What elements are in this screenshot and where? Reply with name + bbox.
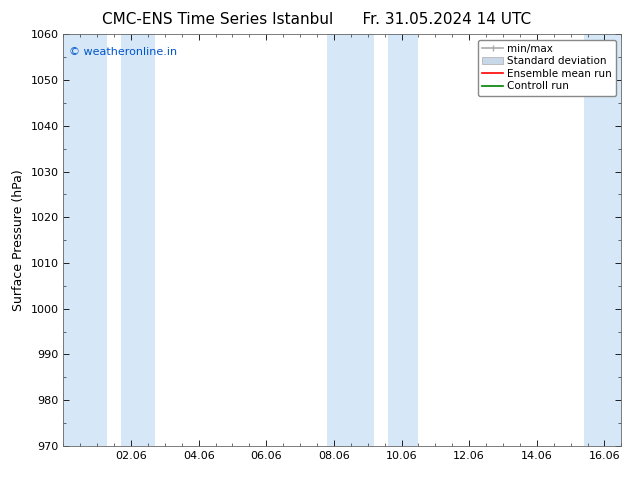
- Bar: [584, 34, 621, 446]
- Text: CMC-ENS Time Series Istanbul      Fr. 31.05.2024 14 UTC: CMC-ENS Time Series Istanbul Fr. 31.05.2…: [103, 12, 531, 27]
- Bar: [121, 34, 155, 446]
- Legend: min/max, Standard deviation, Ensemble mean run, Controll run: min/max, Standard deviation, Ensemble me…: [478, 40, 616, 96]
- Text: © weatheronline.in: © weatheronline.in: [69, 47, 177, 57]
- Bar: [63, 34, 107, 446]
- Bar: [388, 34, 418, 446]
- Y-axis label: Surface Pressure (hPa): Surface Pressure (hPa): [12, 169, 25, 311]
- Bar: [327, 34, 375, 446]
